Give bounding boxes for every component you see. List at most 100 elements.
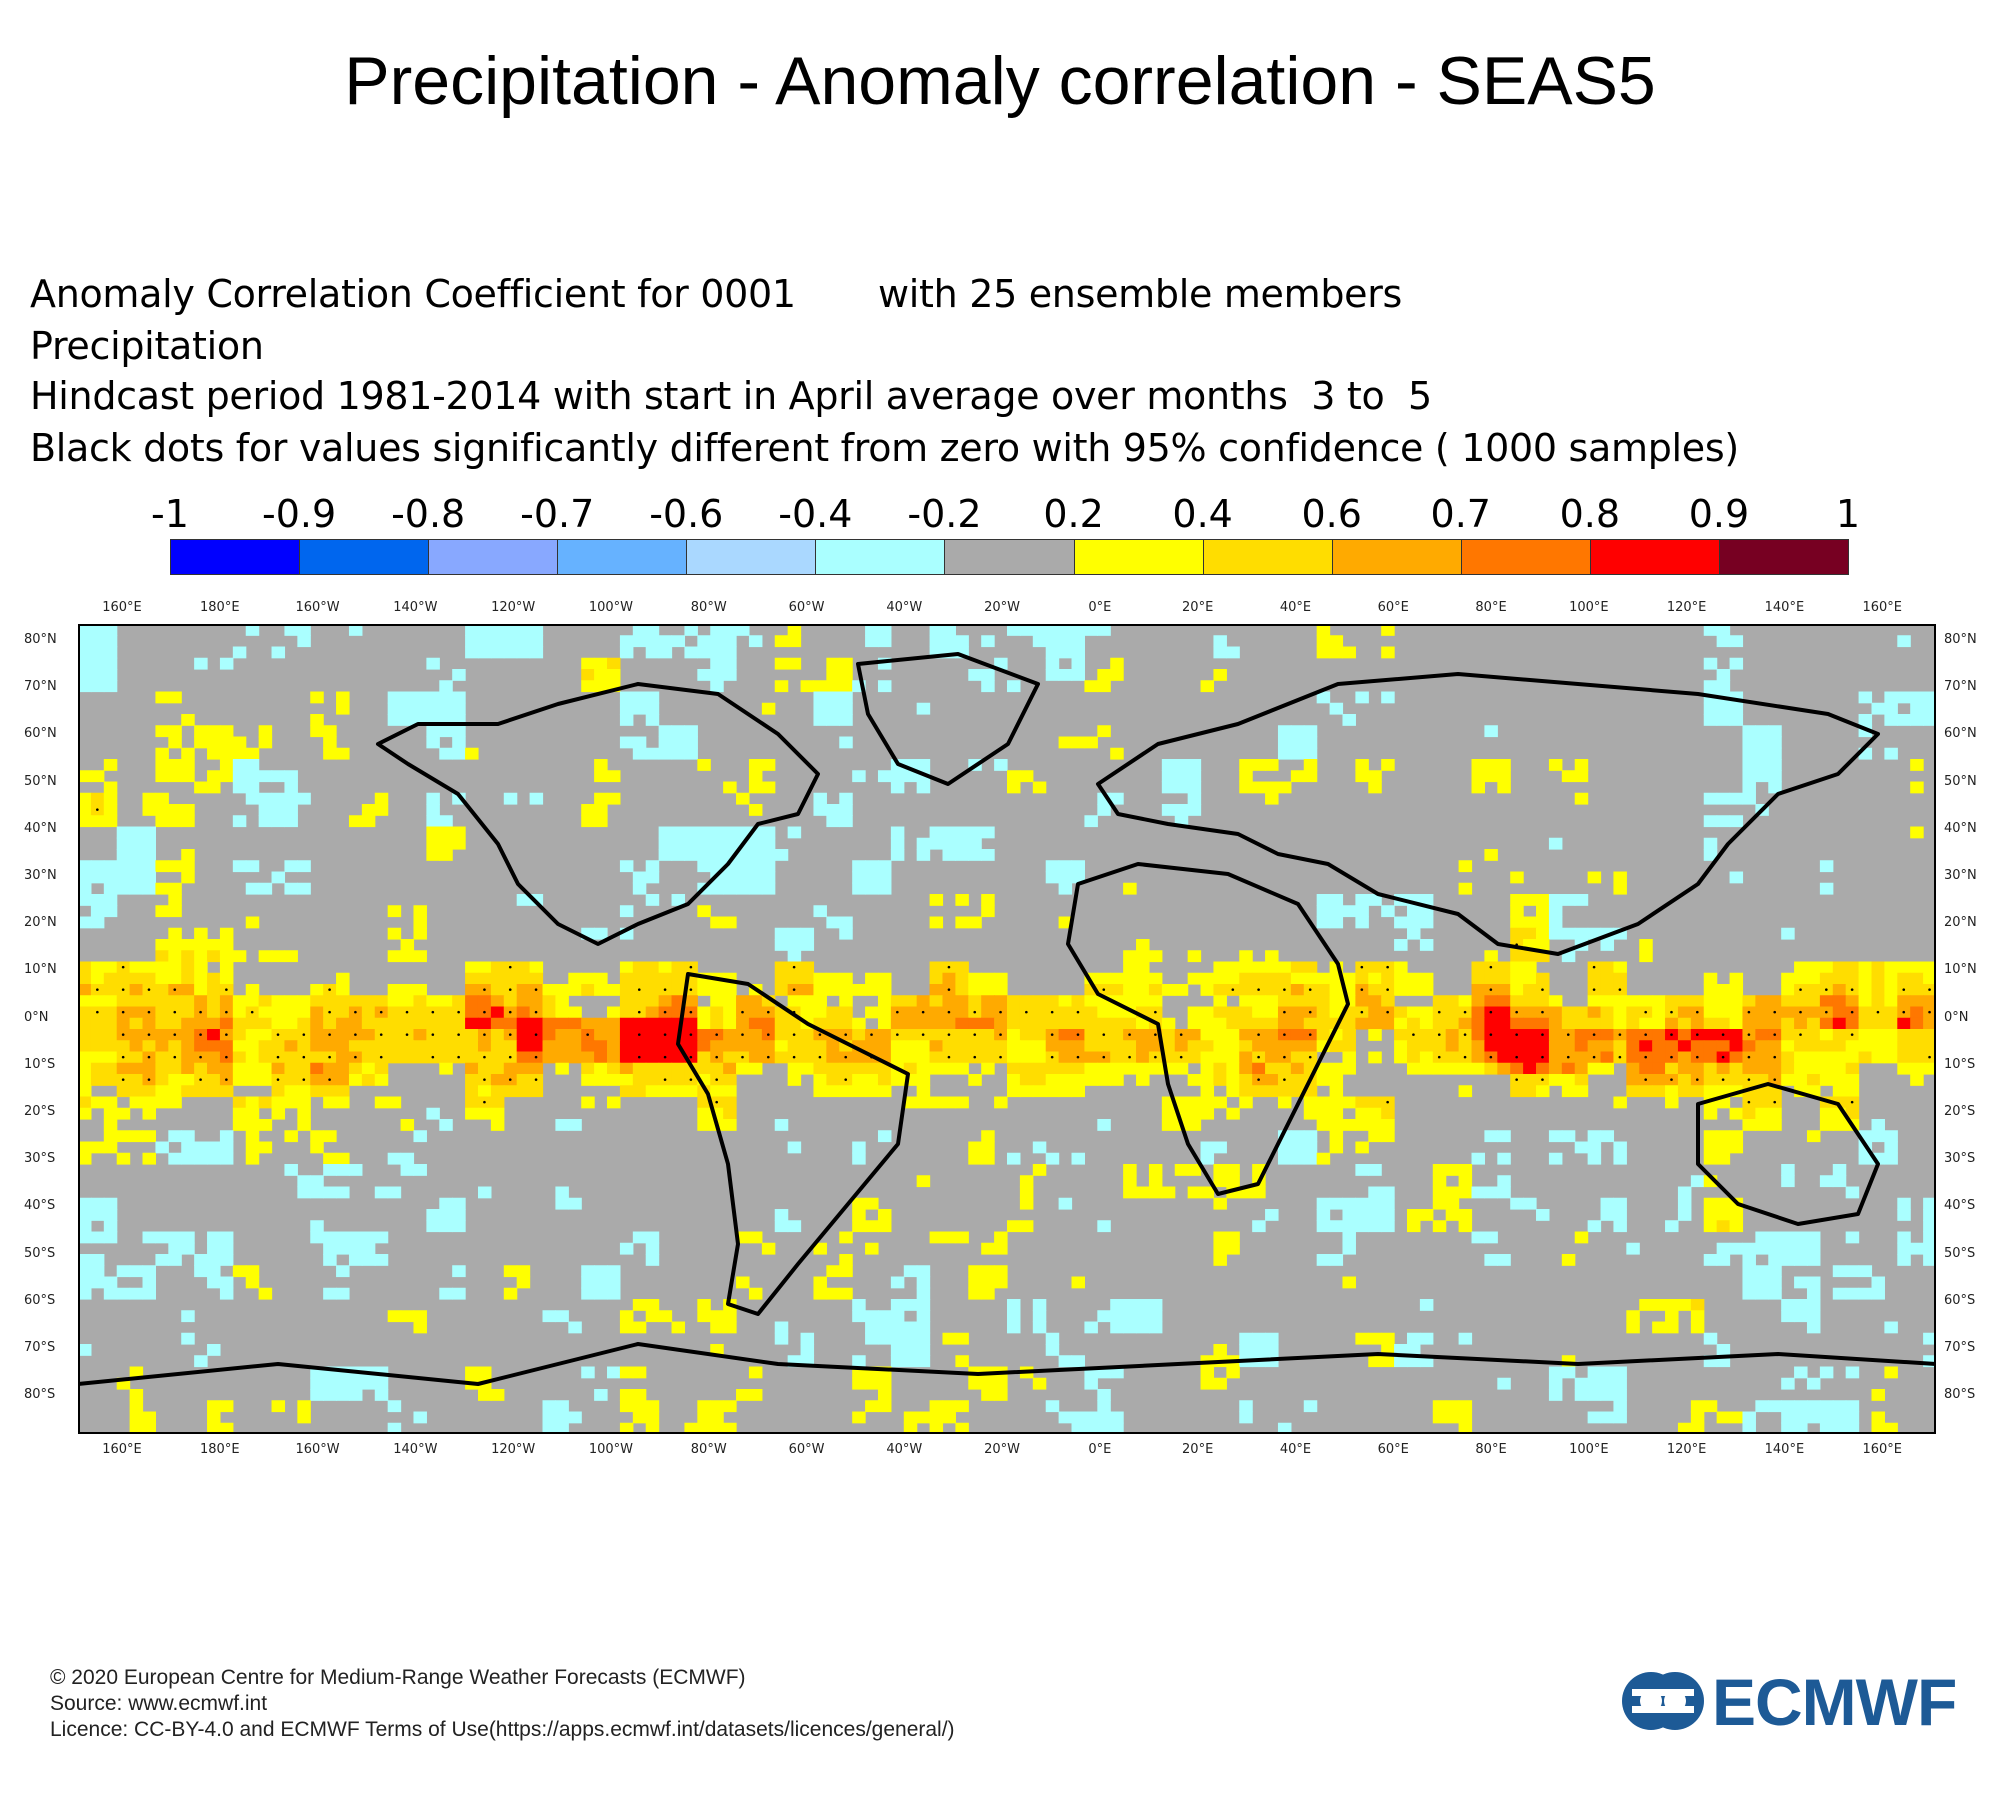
lat-tick-label: 80°N <box>1944 632 1977 647</box>
lon-tick-label: 120°E <box>1666 600 1707 615</box>
lat-tick-label: 50°N <box>24 773 57 789</box>
map-frame <box>78 624 1936 1434</box>
lon-tick-label: 80°E <box>1475 600 1507 615</box>
colorbar-swatch <box>1718 539 1849 575</box>
colorbar-swatch <box>1589 539 1720 575</box>
colorbar-label: 0.9 <box>1688 492 1750 536</box>
lon-tick-label: 160°E <box>102 1442 142 1457</box>
subtitle-line1a: Anomaly Correlation Coefficient for 0001 <box>30 272 796 316</box>
lat-tick-label: 40°S <box>24 1198 56 1214</box>
lon-tick-label: 100°W <box>588 1442 634 1457</box>
colorbar-label: -0.4 <box>778 492 853 536</box>
lon-tick-label: 120°W <box>491 600 536 615</box>
lon-tick-label: 140°W <box>393 1442 438 1457</box>
lon-tick-label: 140°E <box>1764 600 1805 615</box>
lat-tick-label: 0°N <box>1944 1009 1969 1025</box>
colorbar-label: -1 <box>151 492 189 536</box>
lat-tick-label: 70°N <box>1944 679 1977 695</box>
colorbar-swatch <box>1202 539 1333 575</box>
lat-tick-label: 70°S <box>1944 1340 1976 1355</box>
lon-tick-label: 20°E <box>1182 600 1214 615</box>
lon-tick-label: 80°W <box>690 600 727 615</box>
lon-tick-label: 40°E <box>1279 600 1312 615</box>
colorbar-label: 0.4 <box>1172 492 1233 536</box>
lat-tick-label: 70°S <box>24 1340 56 1355</box>
lat-tick-label: 20°S <box>24 1104 56 1119</box>
colorbar-label: -0.2 <box>907 492 982 536</box>
lon-tick-label: 60°W <box>788 1442 825 1457</box>
lon-tick-label: 100°W <box>588 600 634 615</box>
lat-tick-label: 30°N <box>1944 868 1977 883</box>
colorbar-label: 0.7 <box>1430 492 1491 536</box>
colorbar-swatch <box>1460 539 1591 575</box>
colorbar-label: 0.2 <box>1043 492 1104 536</box>
lon-tick-label: 160°E <box>1862 1442 1902 1457</box>
lon-tick-label: 40°W <box>886 1442 923 1457</box>
lat-tick-label: 50°N <box>1944 773 1977 789</box>
colorbar-label: 0.8 <box>1559 492 1621 536</box>
lon-tick-label: 160°W <box>295 1442 340 1457</box>
lon-tick-label: 120°E <box>1666 1442 1707 1457</box>
subtitle-line4: Black dots for values significantly diff… <box>30 426 1739 470</box>
colorbar-label: 1 <box>1835 492 1861 536</box>
lat-tick-label: 20°N <box>24 915 57 931</box>
lat-tick-label: 0°N <box>24 1009 49 1025</box>
footer-copyright: © 2020 European Centre for Medium-Range … <box>50 1666 746 1689</box>
lat-tick-label: 50°S <box>24 1245 56 1261</box>
colorbar-label: -0.8 <box>391 492 466 536</box>
lat-tick-label: 30°N <box>24 868 57 883</box>
subtitle-line2: Precipitation <box>30 324 264 368</box>
map-area <box>77 624 1937 1435</box>
colorbar-label: -0.7 <box>520 492 595 536</box>
colorbar-swatch <box>815 539 946 575</box>
lat-tick-label: 10°N <box>24 962 57 978</box>
colorbar-swatch <box>170 539 301 575</box>
anomaly-correlation-map <box>77 624 1937 1435</box>
footer-source: Source: www.ecmwf.int <box>50 1692 268 1715</box>
lon-tick-label: 60°E <box>1377 1442 1409 1457</box>
colorbar-swatch <box>1331 539 1462 575</box>
lat-tick-label: 10°S <box>24 1056 56 1072</box>
lat-tick-label: 40°N <box>24 820 57 836</box>
lon-tick-label: 160°W <box>295 600 340 615</box>
lon-tick-label: 180°E <box>200 1442 240 1457</box>
lat-tick-label: 60°N <box>1944 726 1977 742</box>
lon-tick-label: 60°W <box>788 600 825 615</box>
colorbar-label: -0.9 <box>261 492 337 536</box>
colorbar-swatch <box>944 539 1075 575</box>
colorbar-swatch <box>428 539 559 575</box>
lon-tick-label: 160°E <box>1862 600 1902 615</box>
lon-tick-label: 0°E <box>1088 1442 1112 1457</box>
colorbar-swatch <box>1073 539 1204 575</box>
lat-tick-label: 50°S <box>1944 1245 1976 1261</box>
lon-tick-label: 0°E <box>1088 600 1112 615</box>
lat-tick-label: 80°S <box>24 1387 56 1403</box>
lon-tick-label: 160°E <box>102 600 142 615</box>
page-title: Precipitation - Anomaly correlation - SE… <box>344 43 1656 119</box>
colorbar-label: 0.6 <box>1301 492 1362 536</box>
lon-tick-label: 100°E <box>1569 600 1609 615</box>
lon-tick-label: 20°W <box>984 600 1021 615</box>
lon-tick-label: 20°E <box>1182 1442 1214 1457</box>
colorbar-label: -0.6 <box>649 492 724 536</box>
lon-tick-label: 60°E <box>1377 600 1409 615</box>
ecmwf-logo-icon <box>1622 1672 1704 1730</box>
lat-tick-label: 40°S <box>1944 1198 1976 1214</box>
colorbar-swatch <box>557 539 688 575</box>
ecmwf-logo: ECMWF <box>1618 1665 1963 1739</box>
lat-tick-label: 10°N <box>1944 962 1977 978</box>
lon-tick-label: 20°W <box>984 1442 1021 1457</box>
lon-tick-label: 40°E <box>1279 1442 1312 1457</box>
lat-tick-label: 30°S <box>24 1151 56 1167</box>
lat-tick-label: 20°N <box>1944 915 1977 931</box>
lat-tick-label: 10°S <box>1944 1056 1976 1072</box>
significance-dots <box>96 808 1931 1104</box>
lon-tick-label: 180°E <box>200 600 240 615</box>
lat-tick-label: 60°S <box>24 1292 56 1308</box>
lat-tick-label: 60°N <box>24 726 57 742</box>
lon-tick-label: 120°W <box>491 1442 536 1457</box>
lat-tick-label: 40°N <box>1944 820 1977 836</box>
lat-tick-label: 60°S <box>1944 1292 1976 1308</box>
lat-tick-label: 70°N <box>24 679 57 695</box>
lon-tick-label: 40°W <box>886 600 923 615</box>
